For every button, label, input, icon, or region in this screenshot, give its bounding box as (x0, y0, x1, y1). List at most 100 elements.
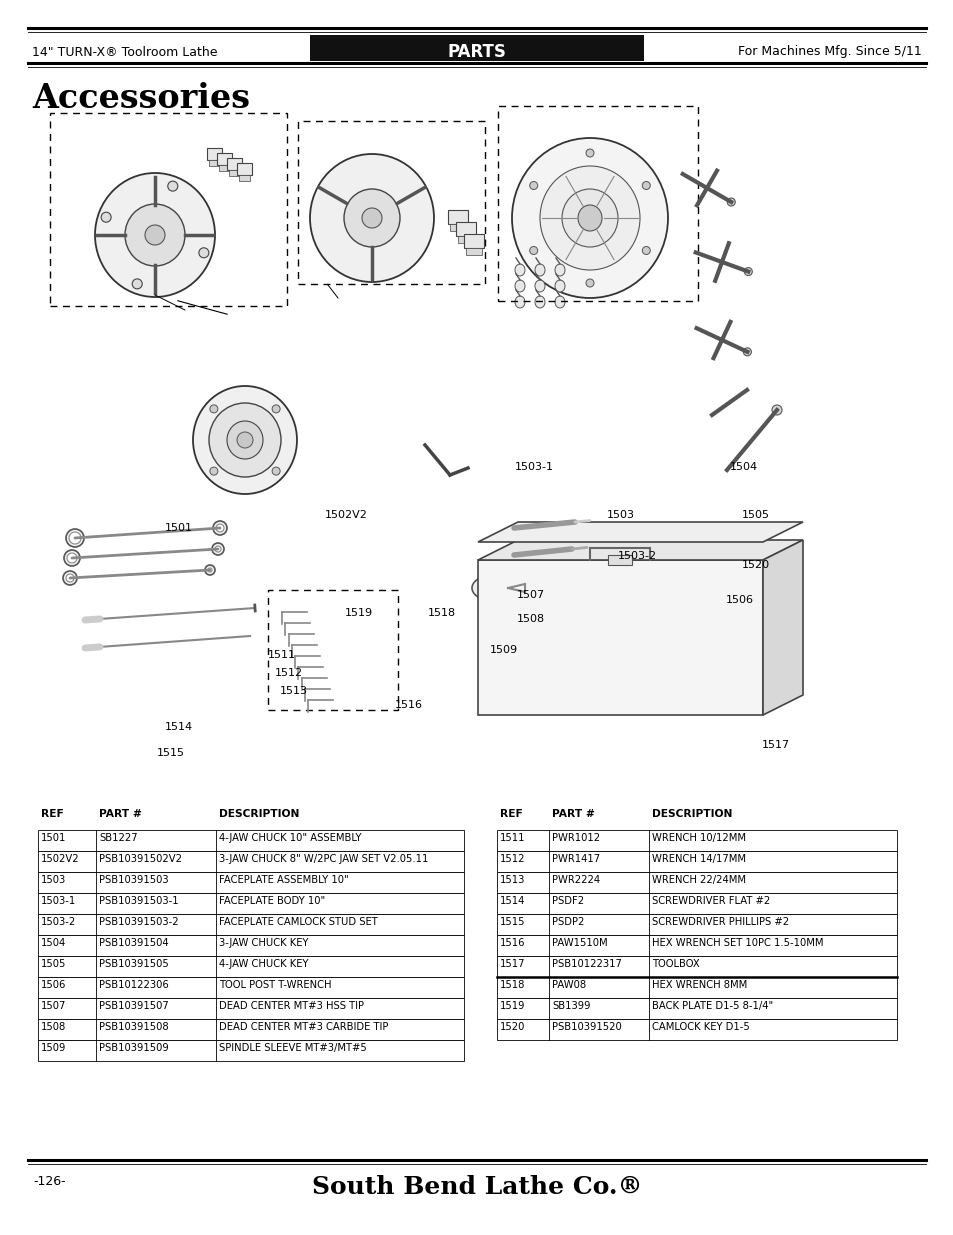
Ellipse shape (743, 268, 752, 275)
Ellipse shape (227, 421, 263, 459)
Polygon shape (477, 522, 802, 542)
Ellipse shape (535, 296, 544, 308)
Ellipse shape (66, 529, 84, 547)
Text: PAW08: PAW08 (552, 981, 585, 990)
Text: 1518: 1518 (428, 608, 456, 618)
Text: 1503-2: 1503-2 (41, 918, 76, 927)
Text: For Machines Mfg. Since 5/11: For Machines Mfg. Since 5/11 (738, 46, 921, 58)
Text: 1503-2: 1503-2 (618, 551, 657, 561)
Ellipse shape (515, 264, 524, 275)
Ellipse shape (63, 571, 77, 585)
Text: 1514: 1514 (165, 722, 193, 732)
Ellipse shape (344, 189, 399, 247)
Text: DESCRIPTION: DESCRIPTION (651, 809, 732, 819)
Text: PWR2224: PWR2224 (552, 876, 599, 885)
Text: 1505: 1505 (741, 510, 769, 520)
Ellipse shape (125, 204, 185, 266)
Bar (477, 559, 762, 715)
Bar (457, 236, 474, 243)
Ellipse shape (585, 279, 594, 287)
Text: WRENCH 10/12MM: WRENCH 10/12MM (651, 832, 745, 844)
Ellipse shape (529, 182, 537, 189)
Text: 1515: 1515 (157, 748, 185, 758)
Ellipse shape (67, 553, 77, 563)
Bar (497, 956, 896, 977)
Text: PSB10391509: PSB10391509 (99, 1044, 169, 1053)
Text: 3-JAW CHUCK 8" W/2PC JAW SET V2.05.11: 3-JAW CHUCK 8" W/2PC JAW SET V2.05.11 (219, 853, 428, 864)
Text: 1503: 1503 (41, 876, 66, 885)
Bar (497, 851, 896, 872)
Text: FACEPLATE ASSEMBLY 10": FACEPLATE ASSEMBLY 10" (219, 876, 349, 885)
Ellipse shape (641, 182, 650, 189)
Text: FACEPLATE CAMLOCK STUD SET: FACEPLATE CAMLOCK STUD SET (219, 918, 377, 927)
Bar (497, 977, 896, 998)
Text: 1513: 1513 (280, 685, 308, 697)
Text: 1517: 1517 (499, 960, 525, 969)
Ellipse shape (101, 212, 111, 222)
Text: DEAD CENTER MT#3 CARBIDE TIP: DEAD CENTER MT#3 CARBIDE TIP (219, 1023, 388, 1032)
Text: 4-JAW CHUCK KEY: 4-JAW CHUCK KEY (219, 960, 308, 969)
Ellipse shape (515, 280, 524, 291)
Bar (219, 165, 230, 170)
Ellipse shape (236, 432, 253, 448)
Ellipse shape (578, 205, 601, 231)
Bar (497, 914, 896, 935)
Text: South Bend Lathe Co.®: South Bend Lathe Co.® (312, 1174, 641, 1199)
Text: 1507: 1507 (517, 590, 544, 600)
Ellipse shape (272, 467, 280, 475)
Text: WRENCH 14/17MM: WRENCH 14/17MM (651, 853, 745, 864)
Bar (497, 872, 896, 893)
Bar (463, 233, 483, 248)
Text: 1514: 1514 (499, 897, 525, 906)
Text: PSB10391503: PSB10391503 (99, 876, 169, 885)
Bar (38, 914, 463, 935)
Text: 1503-1: 1503-1 (41, 897, 76, 906)
Ellipse shape (641, 247, 650, 254)
Text: BACK PLATE D1-5 8-1/4": BACK PLATE D1-5 8-1/4" (651, 1002, 773, 1011)
Ellipse shape (515, 296, 524, 308)
Text: DEAD CENTER MT#3 HSS TIP: DEAD CENTER MT#3 HSS TIP (219, 1002, 364, 1011)
Text: 1505: 1505 (41, 960, 67, 969)
Polygon shape (762, 540, 802, 715)
Bar (38, 830, 463, 851)
Text: PSB10391502V2: PSB10391502V2 (99, 853, 182, 864)
Text: WRENCH 22/24MM: WRENCH 22/24MM (651, 876, 745, 885)
Ellipse shape (361, 207, 381, 228)
Text: 1512: 1512 (274, 668, 303, 678)
Text: PART #: PART # (552, 809, 595, 819)
Text: 1511: 1511 (268, 650, 295, 659)
Bar (310, 35, 643, 61)
Ellipse shape (771, 405, 781, 415)
Ellipse shape (208, 568, 212, 572)
Bar (497, 106, 698, 301)
Text: PAW1510M: PAW1510M (552, 939, 607, 948)
Text: HEX WRENCH SET 10PC 1.5-10MM: HEX WRENCH SET 10PC 1.5-10MM (651, 939, 822, 948)
Text: 1520: 1520 (499, 1023, 525, 1032)
Bar (465, 248, 481, 254)
Text: 1503-1: 1503-1 (515, 462, 554, 472)
Text: PART #: PART # (99, 809, 142, 819)
Text: SCREWDRIVER PHILLIPS #2: SCREWDRIVER PHILLIPS #2 (651, 918, 788, 927)
Text: PSDF2: PSDF2 (552, 897, 583, 906)
Ellipse shape (529, 247, 537, 254)
Text: PSB10391503-2: PSB10391503-2 (99, 918, 178, 927)
Ellipse shape (212, 543, 224, 555)
Bar (38, 1019, 463, 1040)
Text: PSB10391504: PSB10391504 (99, 939, 169, 948)
Bar (216, 153, 232, 165)
Text: SPINDLE SLEEVE MT#3/MT#5: SPINDLE SLEEVE MT#3/MT#5 (219, 1044, 366, 1053)
Ellipse shape (310, 154, 434, 282)
Text: 1515: 1515 (499, 918, 525, 927)
Text: 1504: 1504 (729, 462, 758, 472)
Text: PARTS: PARTS (447, 43, 506, 61)
Text: 1506: 1506 (41, 981, 67, 990)
Ellipse shape (168, 182, 177, 191)
Ellipse shape (472, 576, 507, 600)
Bar (38, 851, 463, 872)
Text: PWR1417: PWR1417 (552, 853, 599, 864)
Bar (38, 977, 463, 998)
Ellipse shape (69, 532, 81, 543)
Text: 1513: 1513 (499, 876, 525, 885)
Text: 1509: 1509 (41, 1044, 67, 1053)
Text: 1501: 1501 (165, 522, 193, 534)
